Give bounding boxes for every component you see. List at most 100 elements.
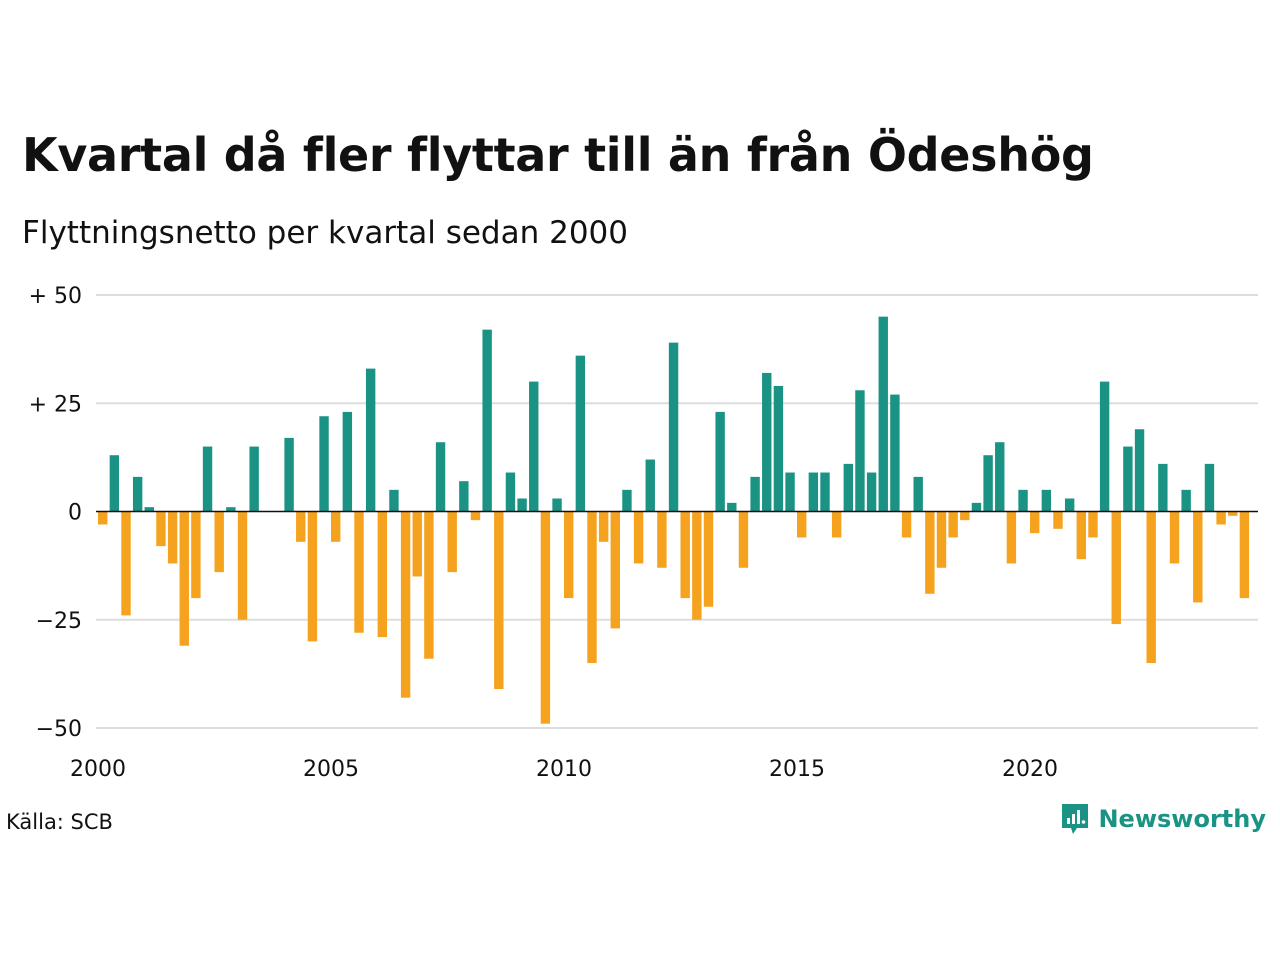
- bar[interactable]: 2010 Q1: -20: [564, 511, 574, 599]
- bar[interactable]: 2016 Q3: 9: [866, 472, 877, 512]
- bar[interactable]: 2012 Q4: -25: [692, 511, 702, 620]
- bar[interactable]: 2005 Q3: -28: [354, 511, 364, 633]
- bar[interactable]: 2013 Q3: 2: [727, 502, 737, 512]
- bar[interactable]: 2019 Q2: 16: [995, 442, 1005, 512]
- bar[interactable]: 2023 Q2: 5: [1181, 489, 1191, 512]
- bar[interactable]: 2002 Q1: -20: [191, 511, 201, 599]
- bar[interactable]: 2020 Q3: -4: [1053, 511, 1063, 529]
- bar[interactable]: 2013 Q4: -13: [738, 511, 749, 568]
- bar[interactable]: 2021 Q1: -11: [1076, 511, 1086, 560]
- bar[interactable]: 2009 Q4: 3: [552, 498, 562, 512]
- bar[interactable]: 2009 Q1: 3: [517, 498, 527, 512]
- bar[interactable]: 2001 Q1: 1: [144, 507, 154, 512]
- bar[interactable]: 2000 Q2: 13: [109, 455, 120, 512]
- bar[interactable]: 2015 Q2: 9: [808, 472, 819, 512]
- bar[interactable]: 2009 Q2: 30: [529, 381, 539, 512]
- bar[interactable]: 2000 Q4: 8: [132, 476, 143, 512]
- bar[interactable]: 2008 Q1: -2: [470, 511, 481, 521]
- bar[interactable]: 2018 Q2: -6: [948, 511, 958, 538]
- bar[interactable]: 2015 Q4: -6: [831, 511, 842, 538]
- bar-chart: 2000 Q1: -32000 Q2: 132000 Q3: -242000 Q…: [29, 284, 1258, 782]
- bar[interactable]: 2002 Q4: 1: [226, 507, 236, 512]
- bar[interactable]: 2007 Q1: -34: [424, 511, 434, 659]
- bar[interactable]: 2010 Q3: -35: [587, 511, 597, 664]
- bar[interactable]: 2024 Q2: -1: [1228, 511, 1238, 516]
- bar[interactable]: 2004 Q1: 17: [284, 437, 294, 512]
- bar[interactable]: 2010 Q4: -7: [598, 511, 609, 542]
- bar[interactable]: 2007 Q3: -14: [447, 511, 457, 573]
- bar[interactable]: 2014 Q2: 32: [762, 372, 772, 512]
- bar[interactable]: 2016 Q2: 28: [855, 390, 865, 512]
- bar[interactable]: 2018 Q4: 2: [971, 502, 982, 512]
- bar[interactable]: 2008 Q2: 42: [482, 329, 492, 512]
- bar[interactable]: 2012 Q2: 39: [668, 342, 679, 512]
- bar[interactable]: 2006 Q2: 5: [389, 489, 399, 512]
- bar[interactable]: 2006 Q4: -15: [412, 511, 422, 577]
- bar[interactable]: 2000 Q3: -24: [121, 511, 131, 616]
- bar[interactable]: 2021 Q2: -6: [1088, 511, 1098, 538]
- bar[interactable]: 2024 Q1: -3: [1216, 511, 1226, 525]
- bar[interactable]: 2005 Q1: -7: [331, 511, 341, 542]
- bar[interactable]: 2023 Q4: 11: [1204, 463, 1215, 512]
- bar[interactable]: 2011 Q4: 12: [645, 459, 655, 512]
- bar[interactable]: 2002 Q2: 15: [202, 446, 213, 512]
- bar[interactable]: 2023 Q1: -12: [1169, 511, 1180, 564]
- bar[interactable]: 2004 Q3: -30: [307, 511, 318, 642]
- bar[interactable]: 2022 Q3: -35: [1146, 511, 1156, 664]
- bar[interactable]: 2013 Q2: 23: [715, 411, 725, 512]
- bar[interactable]: 2004 Q2: -7: [296, 511, 306, 542]
- bar[interactable]: 2001 Q3: -12: [167, 511, 178, 564]
- bar[interactable]: 2022 Q2: 19: [1134, 429, 1145, 512]
- bar[interactable]: 2021 Q3: 30: [1099, 381, 1110, 512]
- bar[interactable]: 2018 Q3: -2: [960, 511, 970, 521]
- bar[interactable]: 2009 Q3: -49: [540, 511, 551, 724]
- bar[interactable]: 2008 Q4: 9: [505, 472, 516, 512]
- x-tick-label: 2005: [303, 757, 359, 782]
- bar[interactable]: 2018 Q1: -13: [936, 511, 947, 568]
- bar[interactable]: 2016 Q4: 45: [878, 316, 888, 512]
- bar[interactable]: 2020 Q2: 5: [1041, 489, 1052, 512]
- bar[interactable]: 2015 Q3: 9: [820, 472, 830, 512]
- bar[interactable]: 2007 Q4: 7: [459, 481, 469, 512]
- bar[interactable]: 2017 Q4: -19: [925, 511, 935, 594]
- bar[interactable]: 2017 Q1: 27: [890, 394, 900, 512]
- bar[interactable]: 2011 Q2: 5: [622, 489, 632, 512]
- bar[interactable]: 2006 Q1: -29: [377, 511, 387, 638]
- bar[interactable]: 2022 Q4: 11: [1158, 463, 1168, 512]
- bar[interactable]: 2012 Q3: -20: [680, 511, 690, 599]
- bar[interactable]: 2011 Q3: -12: [633, 511, 644, 564]
- bar[interactable]: 2019 Q4: 5: [1018, 489, 1028, 512]
- bar[interactable]: 2008 Q3: -41: [494, 511, 504, 690]
- bar[interactable]: 2016 Q1: 11: [843, 463, 853, 512]
- bar[interactable]: 2023 Q3: -21: [1193, 511, 1203, 603]
- bar[interactable]: 2014 Q3: 29: [773, 385, 784, 512]
- bar[interactable]: 2022 Q1: 15: [1123, 446, 1133, 512]
- bar[interactable]: 2007 Q2: 16: [435, 442, 446, 512]
- bar[interactable]: 2017 Q2: -6: [901, 511, 912, 538]
- bar[interactable]: 2005 Q4: 33: [365, 368, 376, 512]
- brand-logo[interactable]: Newsworthy: [1060, 802, 1266, 836]
- bar[interactable]: 2014 Q4: 9: [785, 472, 795, 512]
- bar[interactable]: 2002 Q3: -14: [214, 511, 224, 573]
- bar[interactable]: 2006 Q3: -43: [400, 511, 411, 698]
- bar[interactable]: 2021 Q4: -26: [1111, 511, 1121, 625]
- bar[interactable]: 2004 Q4: 22: [319, 416, 329, 512]
- bar[interactable]: 2005 Q2: 23: [342, 411, 353, 512]
- bar[interactable]: 2001 Q4: -31: [179, 511, 189, 646]
- bar[interactable]: 2010 Q2: 36: [575, 355, 586, 512]
- bar[interactable]: 2003 Q2: 15: [249, 446, 259, 512]
- bar[interactable]: 2012 Q1: -13: [657, 511, 667, 568]
- bar[interactable]: 2011 Q1: -27: [610, 511, 620, 629]
- bar[interactable]: 2000 Q1: -3: [98, 511, 108, 525]
- bar[interactable]: 2017 Q3: 8: [913, 476, 923, 512]
- bar[interactable]: 2013 Q1: -22: [703, 511, 714, 607]
- bar[interactable]: 2001 Q2: -8: [156, 511, 166, 547]
- bar[interactable]: 2020 Q1: -5: [1030, 511, 1040, 534]
- bar[interactable]: 2020 Q4: 3: [1064, 498, 1075, 512]
- bar[interactable]: 2015 Q1: -6: [797, 511, 807, 538]
- bar[interactable]: 2003 Q1: -25: [237, 511, 248, 620]
- bar[interactable]: 2019 Q1: 13: [983, 455, 993, 512]
- bar[interactable]: 2019 Q3: -12: [1006, 511, 1017, 564]
- bar[interactable]: 2014 Q1: 8: [750, 476, 760, 512]
- bar[interactable]: 2024 Q3: -20: [1239, 511, 1250, 599]
